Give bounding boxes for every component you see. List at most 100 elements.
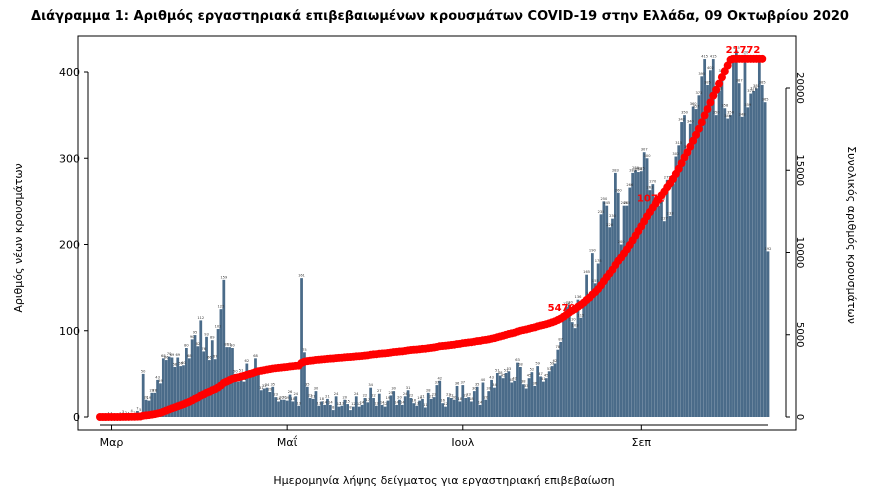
bar <box>487 391 491 418</box>
bar-value-label: 22 <box>371 394 376 398</box>
bar-value-label: 69 <box>170 353 175 357</box>
bar <box>637 172 640 417</box>
bar-value-label: 14 <box>478 400 483 404</box>
bar-value-label: 42 <box>512 376 517 380</box>
bar-value-label: 22 <box>463 394 468 398</box>
bar <box>590 253 594 418</box>
bar <box>403 396 407 417</box>
bar <box>357 406 361 417</box>
bar <box>616 192 620 417</box>
bar <box>239 373 243 417</box>
bar-value-label: 350 <box>681 111 689 115</box>
bar-value-label: 415 <box>710 55 717 59</box>
bar-value-label: 34 <box>492 383 497 387</box>
bar-value-label: 89 <box>210 336 215 340</box>
bar <box>288 394 292 417</box>
bar <box>305 386 309 417</box>
bar-value-label: 115 <box>577 313 584 317</box>
bar-value-label: 80 <box>230 344 235 348</box>
bar <box>398 399 401 417</box>
bar-value-label: 233 <box>667 212 674 216</box>
bar-value-label: 50 <box>141 369 146 373</box>
right-tick-label: 20000 <box>794 72 805 104</box>
bar-value-label: 70 <box>167 352 172 356</box>
bar <box>700 76 704 417</box>
cumulative-annotation: 1071 <box>637 194 665 205</box>
bar <box>527 378 531 417</box>
bar <box>242 381 246 417</box>
bar-value-label: 18 <box>291 397 296 401</box>
bar-value-label: 275 <box>664 175 671 179</box>
bar-value-label: 52 <box>530 368 535 372</box>
bar-value-label: 13 <box>374 401 379 405</box>
bar <box>409 398 413 417</box>
bar <box>706 84 709 417</box>
bar <box>683 115 686 418</box>
bar-value-label: 18 <box>319 397 324 401</box>
cumulative-line-series <box>96 54 767 421</box>
bar-value-label: 381 <box>753 84 760 88</box>
bar <box>216 329 220 417</box>
bar-value-label: 16 <box>440 399 445 403</box>
bar-value-label: 26 <box>288 390 293 394</box>
bar <box>732 59 735 418</box>
bar-value-label: 21 <box>420 394 425 398</box>
bar-value-label: 227 <box>661 217 668 221</box>
bar-value-label: 81 <box>227 343 232 347</box>
bar <box>737 83 741 418</box>
bar <box>501 378 505 417</box>
bar-labels: 1113214275502019282843396866706958695960… <box>107 46 771 416</box>
bar-value-label: 20 <box>282 395 287 399</box>
bar-value-label: 51 <box>239 369 244 373</box>
bar-value-label: 20 <box>279 395 284 399</box>
bar <box>415 405 419 417</box>
bar <box>389 395 393 417</box>
left-tick-label: 0 <box>73 411 80 424</box>
bar-value-label: 307 <box>641 148 648 152</box>
bar <box>161 358 165 417</box>
bar-value-label: 14 <box>328 400 333 404</box>
bar-value-label: 43 <box>489 375 494 379</box>
bar-value-label: 11 <box>423 403 428 407</box>
bar <box>495 373 499 417</box>
bar <box>233 373 237 418</box>
annotations: 5470 1071 21772 <box>548 45 761 314</box>
bar-value-label: 68 <box>161 354 166 358</box>
bar-value-label: 8 <box>349 406 352 410</box>
bar <box>447 397 450 417</box>
bar <box>461 385 465 417</box>
bar-value-label: 20 <box>342 395 347 399</box>
bar-value-label: 45 <box>527 374 532 378</box>
bar-value-label: 20 <box>484 395 489 399</box>
bar <box>665 179 669 417</box>
bar <box>334 396 338 417</box>
bar-value-label: 375 <box>747 89 754 93</box>
left-tick-label: 400 <box>59 66 80 79</box>
bar <box>533 385 537 417</box>
bar-value-label: 51 <box>495 369 500 373</box>
bar <box>426 392 430 417</box>
bar <box>323 404 326 417</box>
bar <box>688 123 692 417</box>
bar <box>274 397 278 417</box>
bar-value-label: 53 <box>547 367 552 371</box>
bar-value-label: 66 <box>164 356 169 360</box>
bar <box>259 390 263 417</box>
cumulative-point <box>697 118 706 127</box>
bar <box>406 390 410 417</box>
bar <box>167 356 171 418</box>
bar-value-label: 23 <box>432 393 437 397</box>
bar-value-label: 62 <box>553 359 558 363</box>
bar <box>455 385 459 417</box>
bar-value-label: 13 <box>340 401 345 405</box>
bar-value-label: 80 <box>184 344 189 348</box>
bar-value-label: 78 <box>556 345 561 349</box>
bar <box>544 378 548 417</box>
y-axis-left-title: Αριθμός νέων κρουσμάτων <box>12 163 25 312</box>
bar-value-label: 17 <box>365 398 370 402</box>
bar-value-label: 165 <box>583 270 590 274</box>
bar <box>377 393 381 417</box>
bar <box>366 402 370 417</box>
bar-value-label: 62 <box>245 359 250 363</box>
bar-value-label: 19 <box>147 396 152 400</box>
